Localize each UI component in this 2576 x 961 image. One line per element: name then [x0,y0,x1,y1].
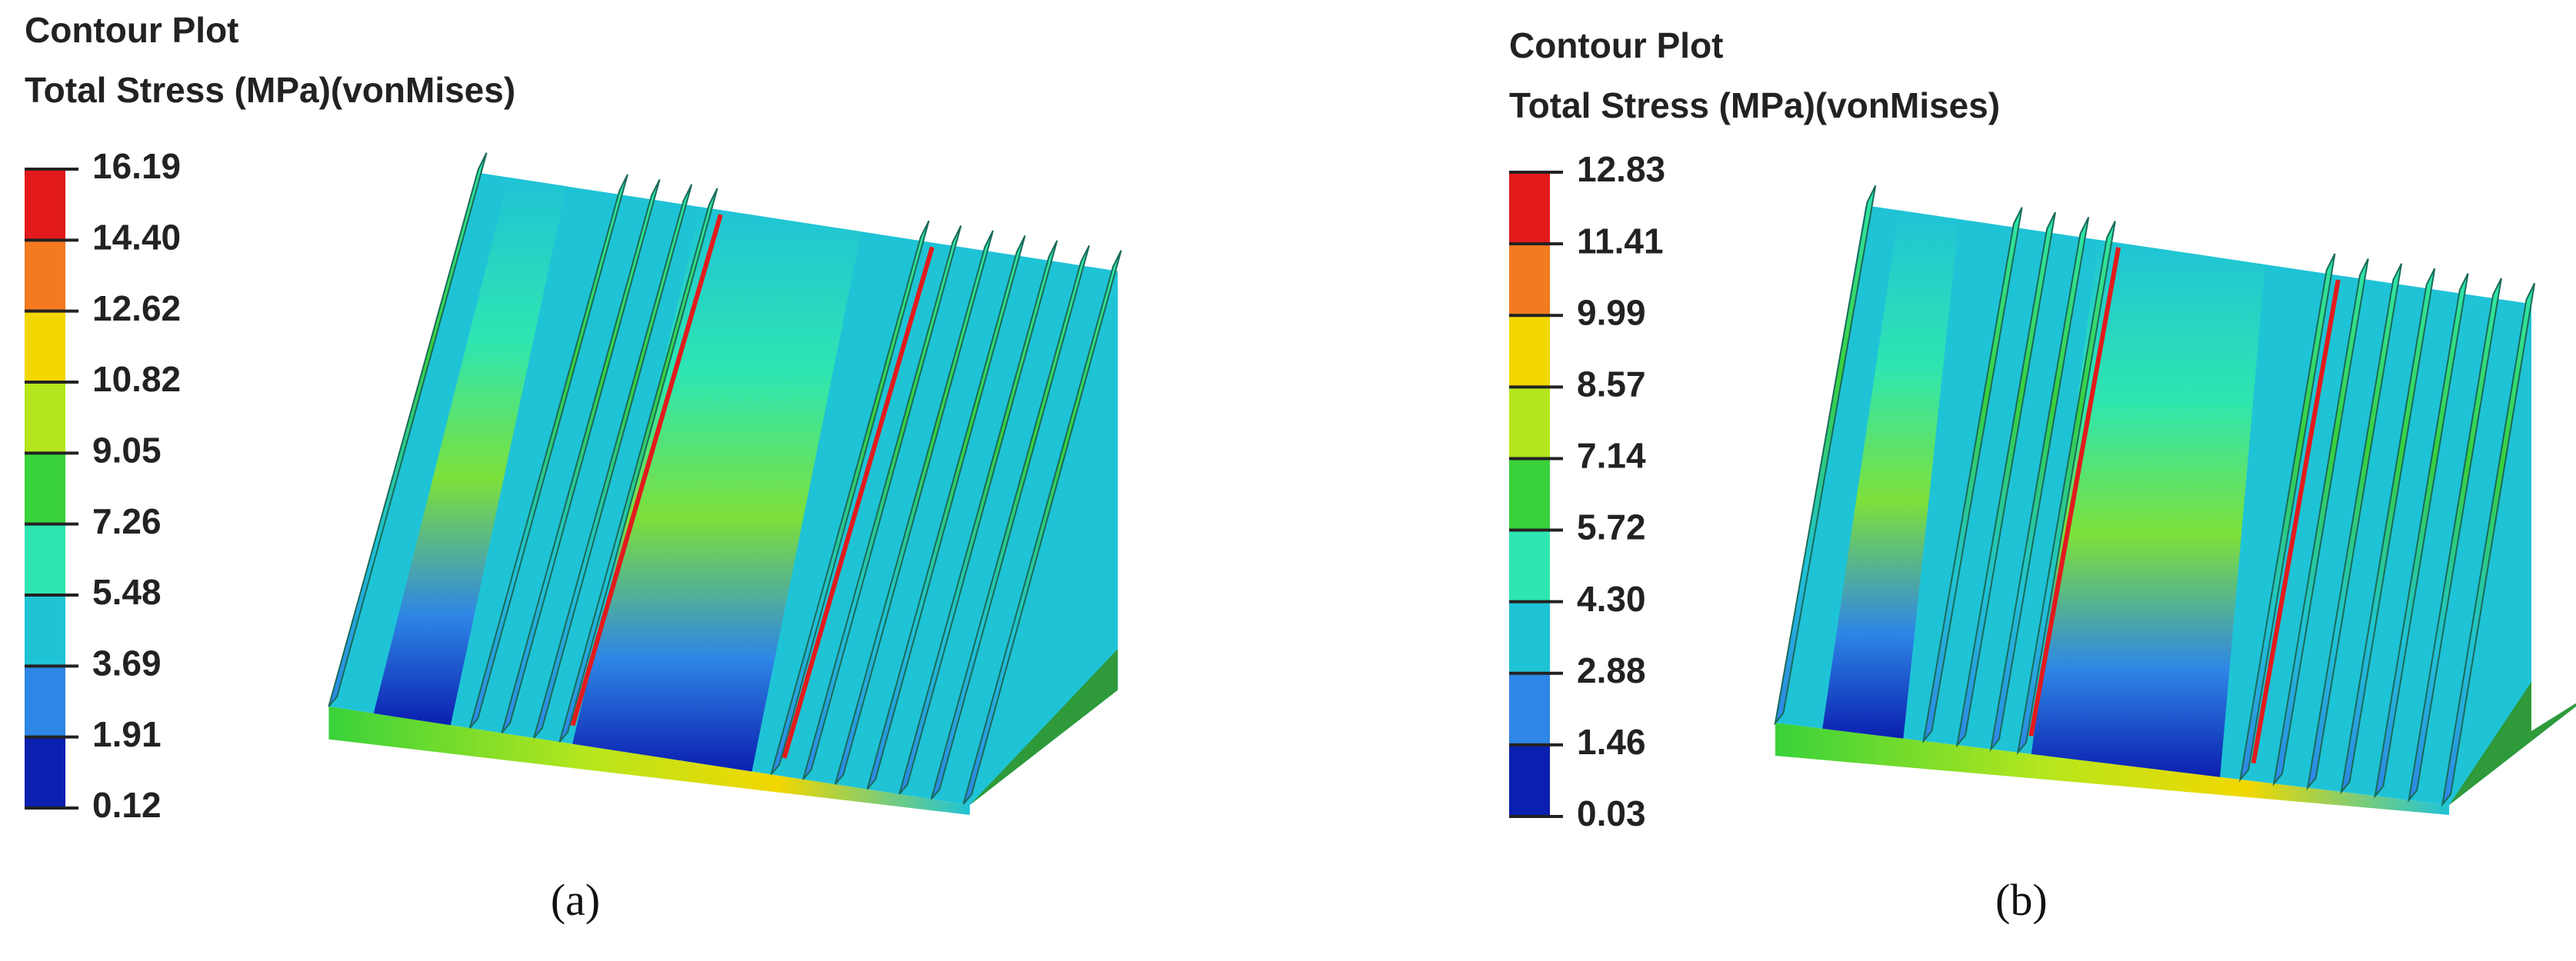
panel-caption: (a) [551,875,600,925]
legend-swatch [25,169,65,241]
legend-swatch [1509,387,1550,459]
legend-swatch [1509,172,1550,244]
fin [1922,207,2023,744]
fin [2408,278,2502,803]
legend-label: 1.91 [92,714,162,754]
legend-label: 12.83 [1577,149,1665,189]
base-front [1775,723,2450,815]
legend-label: 3.69 [92,643,162,683]
fin [1774,185,1877,726]
plot-subtitle: Total Stress (MPa)(vonMises) [1509,85,2000,125]
legend-swatch [1509,673,1550,745]
legend-label: 1.46 [1577,722,1646,762]
legend-label: 10.82 [92,359,181,399]
panel: Contour Plot Total Stress (MPa)(vonMises)… [1509,25,2576,925]
legend-swatch [25,382,65,454]
fin [2306,263,2403,791]
fin [2272,258,2369,786]
legend-label: 7.26 [92,501,162,541]
center-block [572,207,861,772]
fin [898,240,1058,795]
legend-label: 5.48 [92,572,162,612]
legend-label: 7.14 [1577,436,1646,476]
fin [533,184,693,739]
fin [558,188,718,743]
legend-label: 9.99 [1577,292,1646,332]
fin [1989,217,2090,753]
fin [866,234,1026,790]
fin [2340,268,2436,795]
legend-swatch [1509,458,1550,530]
cylinder [373,177,567,726]
legend-label: 2.88 [1577,650,1646,690]
fin [2374,273,2469,799]
legend-label: 14.40 [92,217,181,257]
legend-swatch [25,240,65,311]
legend-label: 5.72 [1577,507,1646,547]
legend-label: 8.57 [1577,364,1646,404]
fin [468,174,628,729]
hot-edge [2028,247,2121,737]
legend-swatch [25,666,65,737]
legend-label: 4.30 [1577,579,1646,619]
legend-swatch [25,524,65,595]
legend-label: 0.03 [1577,793,1646,833]
hot-edge [570,214,723,727]
legend-label: 11.41 [1577,221,1664,261]
legend-swatch [1509,601,1550,673]
legend-swatch [25,737,65,808]
fin [770,220,930,776]
legend-label: 9.05 [92,430,162,470]
fin [2238,253,2336,783]
plot-title: Contour Plot [1509,25,1724,65]
legend-swatch [25,311,65,382]
panel-caption: (b) [1995,875,2048,925]
legend-label: 0.12 [92,785,162,825]
hot-edge [2251,279,2341,764]
fin [802,225,962,780]
base-side [969,649,1118,806]
hot-edge [781,246,935,759]
base-side [2449,681,2576,806]
legend-swatch [1509,744,1550,816]
legend-swatch [1509,244,1550,316]
legend-swatch [1509,315,1550,387]
fin [501,178,661,734]
fin [834,230,994,785]
legend-swatch [25,453,65,524]
fin [930,244,1090,800]
fin [328,152,488,707]
fin [962,250,1122,805]
legend-swatch [25,595,65,667]
legend-label: 16.19 [92,146,181,186]
cylinder [1822,210,1959,739]
fin [1955,211,2056,748]
legend-swatch [1509,530,1550,602]
panel: Contour Plot Total Stress (MPa)(vonMises)… [25,10,1122,925]
legend-label: 12.62 [92,288,181,328]
plot-title: Contour Plot [25,10,239,50]
plot-subtitle: Total Stress (MPa)(vonMises) [25,70,515,110]
fin [2441,282,2536,807]
base-front [328,706,970,815]
fin [2016,221,2116,756]
